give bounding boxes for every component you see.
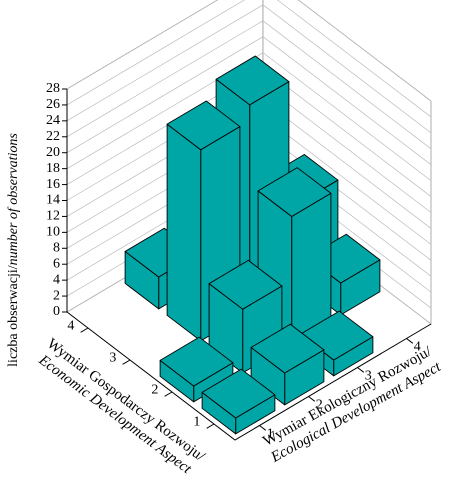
x-tick-label: 4 [67, 318, 74, 333]
y-tick [406, 338, 414, 344]
z-tick-label: 4 [53, 272, 60, 287]
grid-line [66, 20, 432, 150]
x-tick [80, 327, 89, 333]
y-tick-label: 4 [414, 340, 421, 355]
bar-top [201, 368, 276, 419]
z-tick-label: 16 [46, 177, 60, 192]
bar-top [159, 336, 234, 387]
grid-line [66, 4, 432, 134]
bar-top [166, 100, 241, 151]
grid-line [66, 0, 432, 118]
z-tick-label: 24 [46, 113, 60, 128]
z-tick-label: 10 [46, 225, 60, 240]
grid-line [66, 0, 432, 102]
z-tick-label: 0 [53, 304, 60, 319]
z-title-pl: liczba obserwacji/ [6, 265, 21, 367]
x-tick [164, 391, 173, 397]
y-tick-label: 3 [365, 369, 372, 384]
bar [201, 368, 276, 435]
z-axis-title: liczba obserwacji/number of observations [6, 133, 21, 367]
y-tick [308, 396, 316, 402]
grid-line [66, 52, 432, 181]
x-tick-label: 2 [151, 382, 158, 397]
grid-line [66, 36, 432, 165]
bars [124, 55, 381, 435]
bar-top [257, 167, 332, 217]
bar-top [208, 259, 283, 310]
z-tick-label: 28 [46, 81, 60, 96]
z-tick-label: 26 [46, 97, 60, 112]
z-tick-label: 6 [53, 256, 60, 271]
x-tick-label: 3 [109, 350, 116, 365]
y-tick [357, 367, 365, 373]
z-title-en: number of observations [6, 133, 21, 266]
z-tick-label: 2 [53, 288, 60, 303]
y-tick-label: 2 [316, 398, 323, 413]
floor-edge [66, 311, 432, 441]
x-tick [206, 423, 215, 429]
bar [159, 336, 234, 403]
bar-face [166, 123, 202, 342]
z-tick-label: 8 [53, 241, 60, 256]
z-tick-label: 20 [46, 145, 60, 160]
bar-top [250, 323, 325, 374]
bar-top [215, 55, 290, 106]
z-tick-label: 14 [46, 193, 60, 208]
x-tick-label: 1 [193, 414, 200, 429]
y-tick [259, 425, 267, 431]
z-tick-label: 18 [46, 161, 60, 176]
y-tick-label: 1 [267, 427, 274, 442]
z-tick-label: 12 [46, 209, 60, 224]
z-tick-label: 22 [46, 129, 60, 144]
x-tick [122, 359, 131, 365]
